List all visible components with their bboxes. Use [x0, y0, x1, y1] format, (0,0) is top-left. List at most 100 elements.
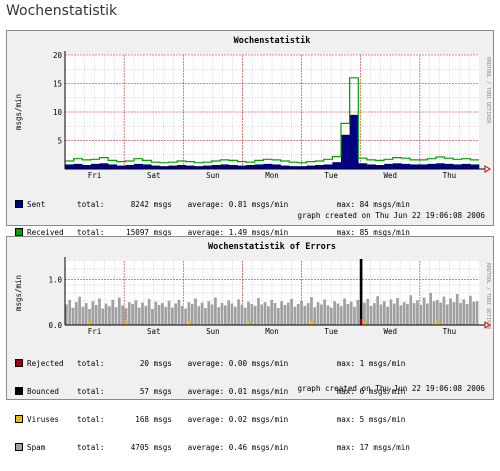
- bar-spam: [445, 304, 449, 325]
- bar-spam: [154, 301, 158, 325]
- bar-spam: [316, 302, 320, 325]
- bar-spam: [396, 298, 399, 325]
- y-tick-label: 0.0: [48, 321, 62, 330]
- legend-row-sent: Sent total: 8242 msgs average: 0.81 msgs/mi…: [15, 200, 410, 210]
- bar-spam: [379, 304, 383, 325]
- bar-sent: [99, 163, 109, 169]
- bar-spam: [84, 303, 88, 325]
- bar-sent: [444, 163, 454, 169]
- bar-sent: [280, 165, 290, 169]
- legend-average: 1.49 msgs/min: [228, 228, 289, 237]
- bar-spam: [101, 308, 105, 325]
- bar-viruses: [247, 321, 251, 325]
- legend-swatch-spam: [15, 443, 23, 451]
- bar-spam: [343, 298, 346, 325]
- bar-spam: [276, 308, 280, 325]
- bar-sent: [461, 163, 471, 169]
- y-tick-label: 20: [53, 51, 63, 60]
- legend-total-unit: msgs: [153, 200, 172, 209]
- bar-spam: [475, 301, 479, 325]
- y-axis-label: msgs/min: [14, 275, 23, 311]
- bar-spam: [267, 306, 270, 325]
- chart-title: Wochenstatistik: [234, 35, 311, 46]
- bar-sent: [73, 163, 83, 169]
- legend-total-label: total:: [77, 359, 105, 368]
- bar-spam: [422, 297, 426, 325]
- legend-name: Rejected: [27, 359, 64, 368]
- bar-spam: [363, 302, 366, 325]
- bar-spam: [366, 298, 370, 325]
- bar-spam: [98, 298, 101, 325]
- legend-swatch-rejected: [15, 359, 23, 367]
- bar-spam: [293, 306, 297, 325]
- weekly-errors-panel: Wochenstatistik of Errors 0.0 1.0 Fri Sat Sun…: [6, 236, 494, 452]
- legend-total-value: 20: [139, 359, 149, 368]
- legend-total-label: total:: [77, 443, 105, 452]
- bar-spam: [190, 303, 194, 325]
- bar-rejected: [359, 319, 363, 325]
- bar-spam: [134, 300, 138, 325]
- bar-spam: [197, 306, 201, 325]
- bar-sent: [263, 163, 273, 169]
- bar-spam: [412, 303, 416, 325]
- bar-spam: [137, 307, 141, 325]
- bar-spam: [455, 293, 459, 325]
- bar-spam: [187, 302, 191, 325]
- bar-spam: [78, 296, 81, 325]
- bar-sent: [220, 164, 230, 169]
- bar-sent: [366, 164, 376, 169]
- bar-spam: [200, 302, 204, 325]
- bar-spam: [94, 304, 98, 325]
- x-tick-label: Wed: [384, 327, 398, 336]
- bar-spam: [217, 307, 221, 325]
- bar-sent: [185, 165, 195, 169]
- legend-name: Sent: [27, 200, 46, 209]
- side-watermark: RRDTOOL / TOBI OETIKER: [485, 57, 491, 124]
- bar-spam: [406, 303, 409, 325]
- bar-spam: [131, 303, 134, 325]
- bar-spam: [104, 303, 108, 325]
- x-tick-label: Tue: [324, 171, 338, 180]
- bar-spam: [459, 303, 462, 325]
- x-tick-label: Fri: [88, 327, 102, 336]
- bar-spam: [141, 302, 144, 325]
- bar-sent: [194, 166, 204, 169]
- bar-sent: [297, 166, 307, 169]
- bar-spam: [220, 303, 224, 325]
- bar-spam: [177, 299, 181, 325]
- bar-spam: [263, 302, 267, 325]
- legend-swatch-received: [15, 228, 23, 236]
- bar-spam: [429, 293, 433, 325]
- bar-spam: [124, 308, 128, 325]
- side-watermark: RRDTOOL / TOBI OETIKER: [485, 263, 491, 330]
- bar-spam: [68, 299, 72, 325]
- legend-total-value: 57: [139, 387, 149, 396]
- chart-title: Wochenstatistik of Errors: [208, 241, 336, 252]
- bar-spam: [472, 301, 476, 325]
- bar-spam: [409, 295, 413, 325]
- bar-sent: [142, 164, 152, 169]
- bar-spam: [204, 308, 207, 325]
- bar-sent: [168, 165, 178, 169]
- legend-total-unit: msgs: [153, 387, 172, 396]
- chart-footer: graph created on Thu Jun 22 19:06:08 200…: [297, 384, 485, 393]
- bar-sent: [151, 165, 161, 169]
- legend-max: 5 msgs/min: [359, 415, 406, 424]
- legend-average: 0.46 msgs/min: [228, 443, 289, 452]
- legend-row-rejected: Rejected total: 20 msgs average: 0.00 msgs/…: [15, 359, 410, 369]
- bar-sent: [453, 164, 463, 169]
- bar-spam: [392, 303, 396, 325]
- bar-spam: [194, 298, 197, 325]
- bar-spam: [121, 305, 125, 325]
- bar-spam: [402, 302, 406, 325]
- bar-spam: [247, 301, 250, 325]
- bar-spam: [88, 309, 91, 325]
- bar-spam: [164, 306, 168, 325]
- bar-spam: [452, 302, 456, 325]
- bar-sent: [177, 165, 187, 169]
- line-received: [65, 77, 479, 164]
- bar-spam: [329, 307, 333, 325]
- bar-spam: [260, 304, 264, 325]
- bar-spam: [399, 305, 403, 325]
- bar-spam: [290, 298, 293, 325]
